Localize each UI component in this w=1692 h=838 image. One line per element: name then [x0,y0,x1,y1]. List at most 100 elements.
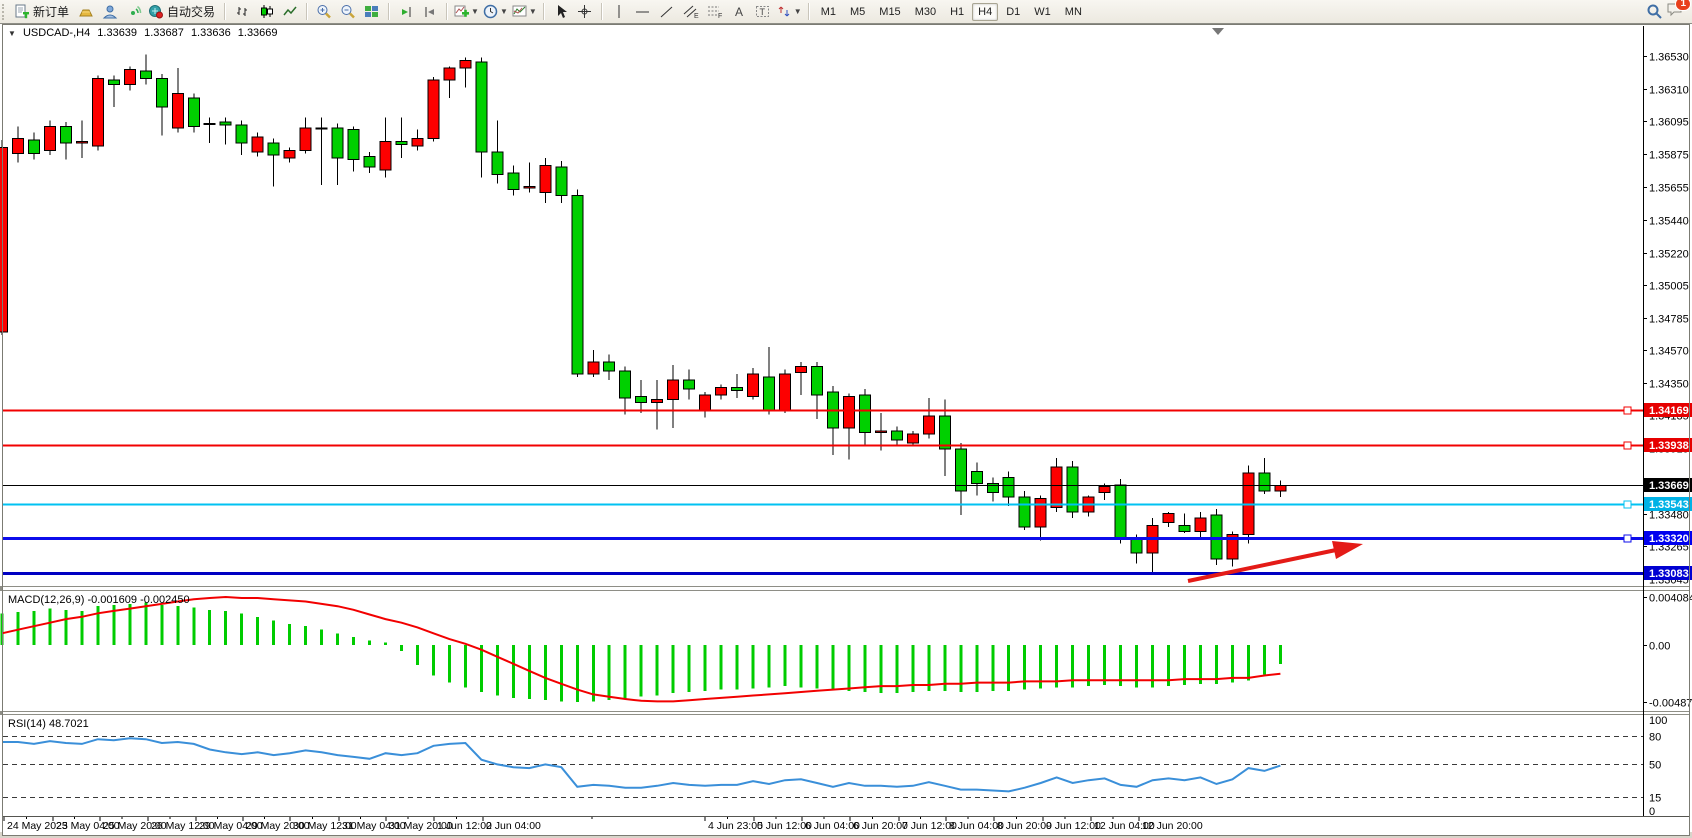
chat-button[interactable]: 1 [1666,0,1691,23]
candle [459,60,472,69]
community-icon [102,5,118,19]
price-tick-label: 1.36530 [1649,52,1689,64]
candle [1130,538,1143,554]
time-tick-label: 8 Jun 04:00 [949,820,1004,832]
time-tick-label: 12 Jun 20:00 [1142,820,1203,832]
pane-splitter[interactable] [0,711,2,715]
candle [27,139,40,155]
auto-scroll-button[interactable] [394,2,418,21]
cursor-button[interactable] [549,2,573,21]
trendline-icon [660,6,673,17]
candle [427,79,440,140]
search-button[interactable] [1642,2,1666,21]
ohlc-open: 1.33639 [97,27,138,39]
pane-borders [0,24,1690,836]
market-watch-button[interactable] [74,2,98,21]
timeframe-h4-button[interactable]: H4 [972,2,999,21]
price-tick-label: 1.35005 [1649,281,1689,293]
timeframe-m1-button[interactable]: M1 [820,5,836,18]
price-badge [1644,497,1692,511]
price-badges: 1.34169 1.33938 1.33669 1.33543 1.33320 1.330… [1644,403,1692,580]
time-tick-label: 6 Jun 04:00 [805,820,860,832]
indicators-button[interactable]: ▼ [452,2,481,21]
candlestick-icon [260,5,273,18]
arrow-head-icon [1332,541,1363,559]
symbol-ohlc-line[interactable]: ▼ USDCAD-,H4 1.33639 1.33687 1.33636 1.3… [8,27,282,39]
candle [251,136,264,153]
bar-chart-button[interactable] [230,2,254,21]
candle [571,195,584,375]
time-tick-label: 5 Jun 12:00 [757,820,812,832]
zoom-in-button[interactable] [312,2,336,21]
candle [715,387,728,396]
text-button[interactable]: A [727,2,751,21]
candle [0,147,8,333]
collapse-arrow-icon[interactable]: ▼ [8,29,16,38]
time-tick-label: 30 May 12:00 [293,820,357,832]
candle [267,142,280,156]
svg-text:F: F [718,13,722,19]
templates-button[interactable]: ▼ [510,2,539,21]
autotrading-button[interactable]: 自动交易 [146,2,220,21]
candlestick-chart-button[interactable] [254,2,278,21]
rsi-level-label: 80 [1649,732,1661,744]
periods-button[interactable]: ▼ [481,2,510,21]
signals-button[interactable] [122,2,146,21]
equidistant-channel-button[interactable]: E [679,2,703,21]
new-order-button[interactable]: 新订单 [12,2,74,21]
price-tick-label: 1.35220 [1649,249,1689,261]
timeframe-m30-button[interactable]: M30 [914,5,937,18]
candle [1194,517,1207,533]
time-tick-label: 25 May 04:00 [56,820,120,832]
candle [667,379,680,401]
toolbar-separator [542,3,545,20]
toolbar-grip[interactable] [2,3,9,20]
price-tick-label: 1.35655 [1649,183,1689,195]
candle [1114,484,1127,540]
candle [651,399,664,404]
timeframe-mn-button[interactable]: MN [1064,5,1082,18]
timeframe-h1-button[interactable]: H1 [950,5,965,18]
crosshair-button[interactable] [573,2,597,21]
chart-shift-button[interactable] [418,2,442,21]
rsi-level-label: 50 [1649,760,1661,772]
candle [523,186,536,189]
candle [906,433,919,444]
candle [1098,486,1111,494]
candle [299,127,312,152]
fibonacci-button[interactable]: F [703,2,727,21]
candle [59,126,72,144]
pane-splitter[interactable] [0,586,2,591]
price-badge [1644,478,1692,492]
timeframe-w1-button[interactable]: W1 [1034,5,1051,18]
trendline-button[interactable] [655,2,679,21]
line-chart-button[interactable] [278,2,302,21]
price-tick-label: 1.34785 [1649,314,1689,326]
macd-signal-line [1,595,1281,703]
text-label-button[interactable]: T [751,2,775,21]
tile-windows-button[interactable] [360,2,384,21]
candle [954,448,967,492]
horizontal-line-button[interactable] [631,2,655,21]
toolbar-separator [388,3,391,20]
horizontal-price-lines[interactable] [3,406,1643,575]
candle [858,394,871,434]
candle [139,70,152,80]
community-button[interactable] [98,2,122,21]
candle [587,361,600,375]
chart-shift-icon [425,6,434,17]
timeframe-d1-button[interactable]: D1 [1006,5,1021,18]
timeframe-m15-button[interactable]: M15 [879,5,901,18]
timeframe-m5-button[interactable]: M5 [850,5,866,18]
arrows-button[interactable]: ▼ [775,2,804,21]
price-badge [1644,403,1692,417]
trend-arrow[interactable] [1187,541,1363,583]
zoom-out-button[interactable] [336,2,360,21]
macd-axis-label: 0.00 [1649,641,1670,653]
candle [1066,466,1079,513]
tile-windows-icon [365,5,379,17]
candle [731,387,744,392]
candle [107,79,120,86]
vertical-line-button[interactable] [607,2,631,21]
